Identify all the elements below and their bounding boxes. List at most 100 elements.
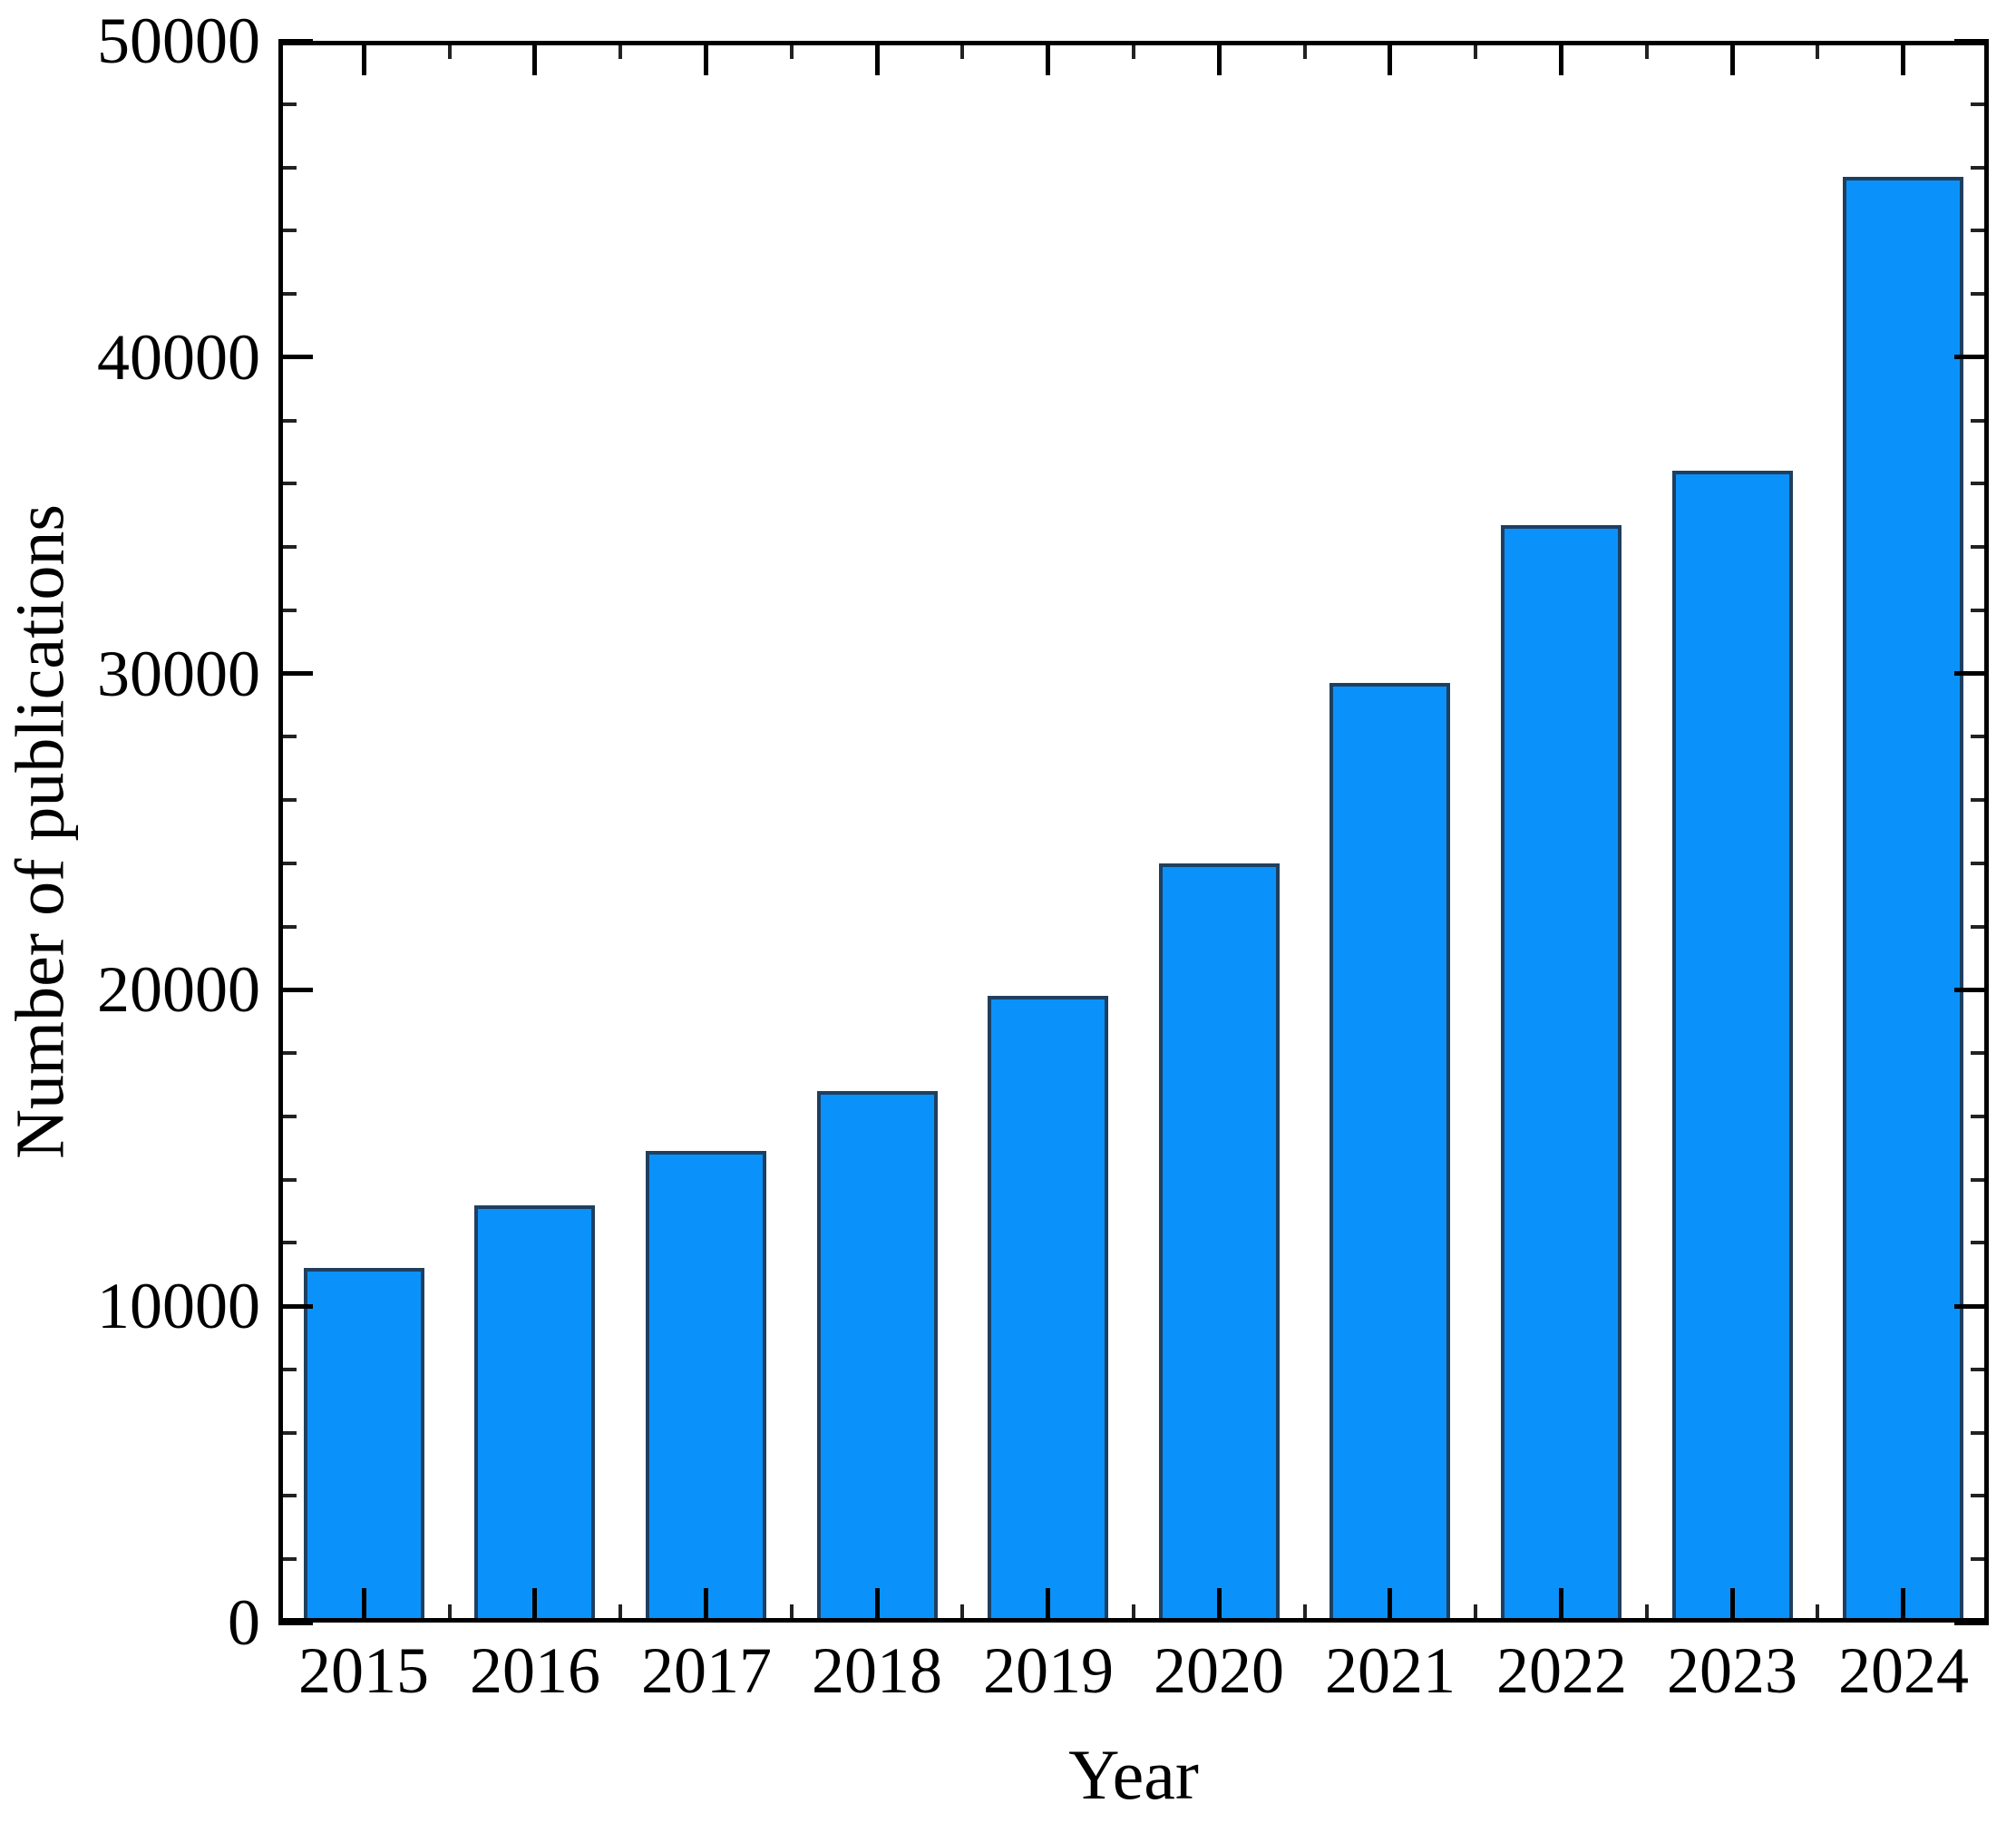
minor-tick — [1474, 41, 1477, 59]
y-tick-label: 30000 — [97, 638, 260, 710]
minor-tick — [278, 925, 297, 929]
minor-tick — [1971, 925, 1989, 929]
minor-tick — [1971, 1051, 1989, 1055]
minor-tick — [1971, 862, 1989, 865]
minor-tick — [1971, 419, 1989, 423]
major-tick — [278, 1304, 313, 1309]
minor-tick — [278, 545, 297, 549]
minor-tick — [1971, 545, 1989, 549]
minor-tick — [278, 1051, 297, 1055]
major-tick — [1217, 1588, 1222, 1623]
minor-tick — [1971, 229, 1989, 232]
minor-tick — [618, 1604, 622, 1623]
bar-2023 — [1672, 471, 1793, 1623]
minor-tick — [448, 1604, 452, 1623]
bar-2020 — [1159, 863, 1280, 1623]
minor-tick — [1971, 102, 1989, 106]
minor-tick — [278, 292, 297, 296]
minor-tick — [1971, 1241, 1989, 1244]
y-tick-label: 40000 — [97, 321, 260, 394]
minor-tick — [278, 1557, 297, 1561]
minor-tick — [278, 419, 297, 423]
minor-tick — [1971, 798, 1989, 802]
x-tick-label: 2024 — [1838, 1634, 1969, 1707]
major-tick — [532, 1588, 537, 1623]
minor-tick — [278, 735, 297, 738]
major-tick — [1388, 41, 1392, 75]
minor-tick — [790, 41, 794, 59]
minor-tick — [1645, 1604, 1649, 1623]
minor-tick — [1474, 1604, 1477, 1623]
minor-tick — [1971, 292, 1989, 296]
minor-tick — [278, 1115, 297, 1118]
minor-tick — [1645, 41, 1649, 59]
major-tick — [1046, 41, 1050, 75]
major-tick — [362, 41, 366, 75]
minor-tick — [960, 41, 964, 59]
minor-tick — [278, 609, 297, 612]
major-tick — [1217, 41, 1222, 75]
bar-2022 — [1501, 525, 1622, 1623]
major-tick — [278, 39, 313, 44]
x-tick-label: 2021 — [1325, 1634, 1456, 1707]
bar-2019 — [988, 996, 1108, 1623]
major-tick — [1954, 1621, 1989, 1625]
major-tick — [278, 988, 313, 992]
x-tick-label: 2016 — [470, 1634, 600, 1707]
minor-tick — [1971, 1368, 1989, 1371]
minor-tick — [278, 798, 297, 802]
bar-2024 — [1843, 177, 1963, 1623]
minor-tick — [1132, 41, 1135, 59]
minor-tick — [790, 1604, 794, 1623]
x-tick-label: 2015 — [298, 1634, 429, 1707]
bar-2018 — [817, 1091, 938, 1623]
x-tick-label: 2019 — [983, 1634, 1114, 1707]
minor-tick — [278, 482, 297, 485]
bar-2017 — [646, 1151, 766, 1623]
x-tick-label: 2022 — [1496, 1634, 1627, 1707]
minor-tick — [960, 1604, 964, 1623]
minor-tick — [1816, 1604, 1819, 1623]
major-tick — [704, 41, 708, 75]
y-tick-label: 0 — [228, 1586, 260, 1659]
minor-tick — [1971, 166, 1989, 170]
y-tick-label: 10000 — [97, 1270, 260, 1342]
major-tick — [1954, 39, 1989, 44]
minor-tick — [1971, 609, 1989, 612]
minor-tick — [278, 1241, 297, 1244]
major-tick — [1901, 1588, 1905, 1623]
minor-tick — [278, 1368, 297, 1371]
major-tick — [1901, 41, 1905, 75]
minor-tick — [618, 41, 622, 59]
minor-tick — [278, 229, 297, 232]
major-tick — [1559, 1588, 1563, 1623]
major-tick — [1388, 1588, 1392, 1623]
minor-tick — [1971, 1178, 1989, 1182]
major-tick — [1046, 1588, 1050, 1623]
major-tick — [278, 355, 313, 359]
minor-tick — [1816, 41, 1819, 59]
minor-tick — [278, 102, 297, 106]
minor-tick — [1971, 1494, 1989, 1497]
major-tick — [704, 1588, 708, 1623]
x-tick-label: 2020 — [1154, 1634, 1284, 1707]
y-tick-label: 50000 — [97, 5, 260, 77]
bar-2016 — [474, 1205, 595, 1623]
major-tick — [875, 1588, 880, 1623]
minor-tick — [1132, 1604, 1135, 1623]
major-tick — [532, 41, 537, 75]
major-tick — [1730, 1588, 1735, 1623]
y-axis-title: Number of publications — [2, 504, 79, 1159]
minor-tick — [278, 862, 297, 865]
major-tick — [1954, 988, 1989, 992]
minor-tick — [1303, 1604, 1307, 1623]
minor-tick — [1971, 1557, 1989, 1561]
major-tick — [1730, 41, 1735, 75]
minor-tick — [278, 1494, 297, 1497]
major-tick — [1954, 355, 1989, 359]
minor-tick — [278, 166, 297, 170]
minor-tick — [448, 41, 452, 59]
bar-2021 — [1329, 683, 1450, 1623]
major-tick — [278, 671, 313, 676]
